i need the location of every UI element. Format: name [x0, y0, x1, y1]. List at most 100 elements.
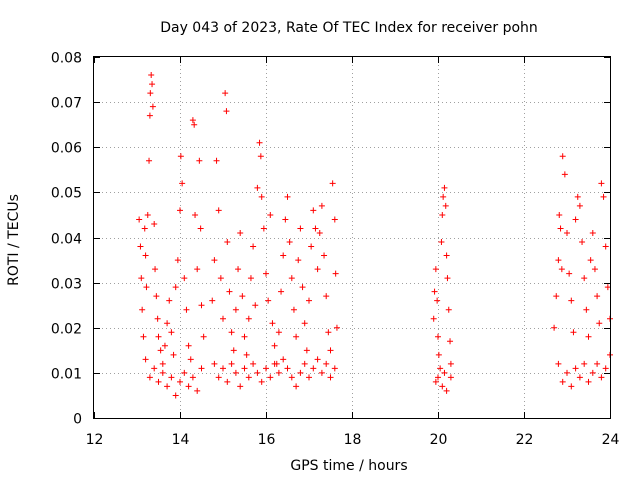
data-point — [598, 180, 605, 187]
data-point — [139, 306, 146, 313]
data-point — [189, 374, 196, 381]
data-point — [191, 121, 198, 128]
data-point — [137, 243, 144, 250]
data-point — [594, 360, 601, 367]
data-point — [306, 297, 312, 304]
x-tick-label: 20 — [430, 432, 448, 448]
data-point — [432, 378, 439, 385]
x-tick-labels: 12 14 16 18 20 22 24 — [86, 432, 620, 448]
data-point — [260, 225, 267, 232]
data-point — [278, 288, 285, 295]
data-point — [325, 329, 332, 336]
data-point — [297, 225, 304, 232]
data-point — [439, 211, 446, 218]
data-point — [153, 293, 160, 300]
data-point — [222, 90, 229, 97]
data-point — [252, 302, 259, 309]
data-point — [581, 275, 588, 282]
data-point — [237, 383, 244, 390]
data-point — [293, 383, 300, 390]
data-point — [237, 229, 244, 236]
data-point — [558, 266, 565, 273]
data-point — [444, 275, 451, 282]
data-point — [220, 315, 226, 322]
data-point — [146, 112, 153, 119]
data-point — [152, 266, 159, 273]
data-point — [166, 297, 173, 304]
data-point — [245, 315, 252, 322]
data-point — [576, 374, 583, 381]
data-point — [141, 225, 148, 232]
data-point — [254, 184, 261, 191]
data-point — [570, 329, 577, 336]
data-point — [228, 329, 235, 336]
data-point — [564, 369, 570, 376]
data-point — [431, 288, 438, 295]
data-point — [164, 383, 171, 390]
data-point — [439, 383, 446, 390]
data-point — [559, 378, 566, 385]
data-point — [267, 374, 274, 381]
data-point — [568, 297, 575, 304]
data-point — [602, 243, 609, 250]
data-point — [604, 284, 611, 291]
data-point — [147, 90, 154, 97]
data-point — [329, 180, 336, 187]
data-point — [435, 351, 442, 358]
y-tick-label: 0.01 — [51, 367, 82, 383]
data-point — [314, 356, 321, 363]
data-point — [555, 360, 562, 367]
x-tick-label: 16 — [258, 432, 276, 448]
data-point — [557, 225, 564, 232]
data-point — [602, 365, 609, 372]
data-point — [308, 243, 315, 250]
data-point — [140, 333, 147, 340]
data-point — [271, 360, 278, 367]
data-point — [245, 374, 252, 381]
data-point — [299, 284, 306, 291]
data-point — [228, 360, 235, 367]
data-point — [555, 257, 562, 264]
data-point — [598, 374, 605, 381]
data-point — [143, 284, 150, 291]
data-point — [148, 72, 155, 79]
data-point — [136, 216, 143, 223]
data-point — [295, 257, 302, 264]
data-point — [301, 360, 308, 367]
data-point — [310, 207, 317, 214]
data-point — [288, 374, 295, 381]
data-point — [583, 306, 590, 313]
data-point — [211, 360, 218, 367]
y-tick-label: 0.08 — [51, 51, 82, 67]
data-point — [556, 211, 563, 218]
data-point — [297, 369, 304, 376]
data-point — [553, 293, 560, 300]
data-point — [149, 81, 156, 88]
data-point — [596, 320, 603, 327]
data-point — [327, 374, 334, 381]
data-point — [151, 365, 158, 372]
y-tick-label: 0 — [73, 412, 82, 428]
data-point — [172, 392, 179, 399]
data-point — [587, 257, 594, 264]
data-point — [435, 374, 441, 381]
data-point — [211, 257, 218, 264]
data-point — [318, 202, 325, 209]
data-point — [235, 266, 242, 273]
data-point — [585, 333, 592, 340]
data-point — [572, 365, 579, 372]
data-point — [138, 275, 145, 282]
data-point — [151, 220, 158, 227]
y-tick-label: 0.02 — [51, 322, 82, 338]
data-point — [196, 157, 203, 164]
data-point — [142, 252, 149, 259]
data-point — [331, 216, 338, 223]
data-point — [435, 333, 441, 340]
data-point — [275, 369, 282, 376]
data-point — [589, 369, 596, 376]
data-point — [327, 347, 334, 354]
x-tick-label: 22 — [516, 432, 534, 448]
data-point — [284, 193, 291, 200]
data-point — [566, 270, 573, 277]
